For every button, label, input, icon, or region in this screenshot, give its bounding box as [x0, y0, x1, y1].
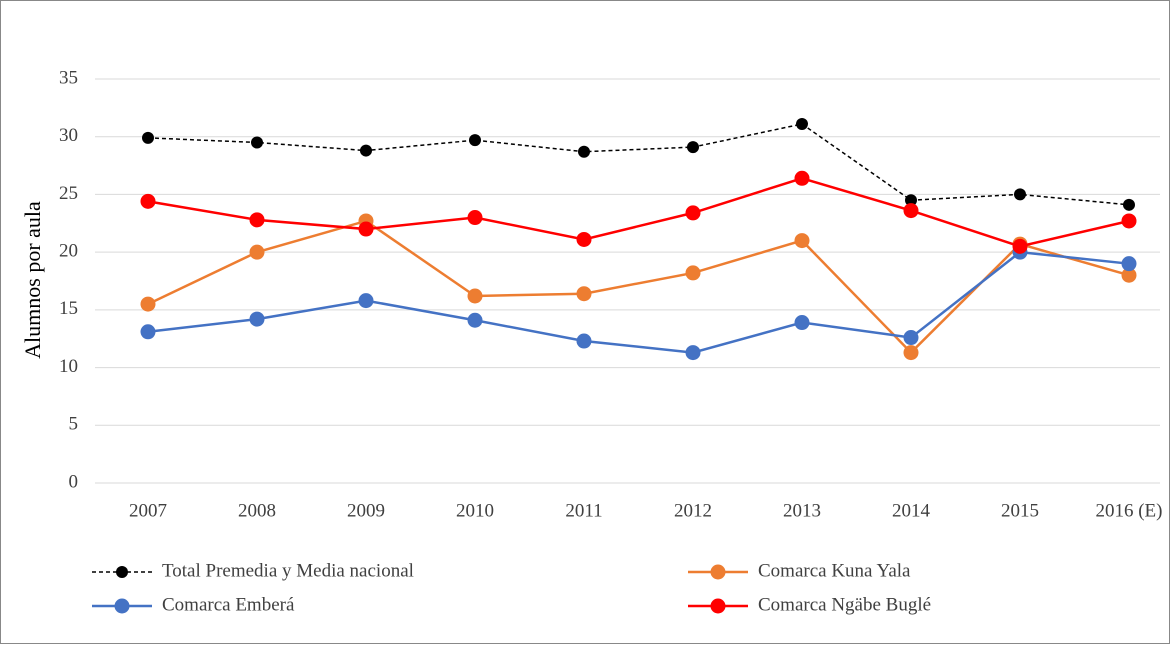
data-point — [1121, 213, 1137, 229]
x-tick-label: 2010 — [456, 500, 494, 521]
y-tick-label: 5 — [69, 414, 79, 435]
data-point — [685, 345, 701, 361]
x-tick-label: 2011 — [565, 500, 602, 521]
data-point — [467, 288, 483, 304]
legend-label: Comarca Ngäbe Buglé — [758, 594, 931, 615]
x-tick-label: 2012 — [674, 500, 712, 521]
legend-marker — [114, 598, 130, 614]
data-point — [140, 296, 156, 312]
data-point — [685, 205, 701, 221]
data-point — [578, 145, 590, 158]
y-tick-label: 0 — [69, 471, 79, 492]
data-point — [905, 194, 917, 207]
data-point — [1014, 188, 1026, 201]
series-line — [147, 250, 1130, 354]
data-point — [1123, 198, 1135, 211]
data-point — [251, 136, 263, 149]
data-point — [794, 170, 810, 186]
data-point — [796, 118, 808, 131]
data-point — [358, 293, 374, 309]
series-line — [147, 219, 1130, 355]
x-tick-label: 2013 — [783, 500, 821, 521]
data-point — [467, 312, 483, 328]
data-point — [1012, 238, 1028, 254]
data-point — [576, 286, 592, 302]
data-point — [576, 231, 592, 247]
data-point — [358, 221, 374, 237]
data-point — [140, 193, 156, 209]
y-tick-label: 30 — [59, 125, 78, 146]
data-point — [249, 212, 265, 228]
data-point — [685, 265, 701, 281]
data-point — [469, 134, 481, 147]
x-tick-label: 2007 — [129, 500, 167, 521]
data-point — [140, 324, 156, 340]
y-axis-label: Alumnos por aula — [20, 201, 45, 359]
x-tick-label: 2016 (E) — [1095, 500, 1162, 521]
legend-label: Comarca Kuna Yala — [758, 560, 911, 581]
data-point — [903, 345, 919, 361]
legend-label: Comarca Emberá — [162, 594, 295, 615]
legend-label: Total Premedia y Media nacional — [162, 560, 414, 581]
data-point — [249, 244, 265, 260]
y-tick-label: 15 — [59, 298, 78, 319]
data-point — [1121, 256, 1137, 272]
y-tick-label: 10 — [59, 356, 78, 377]
data-point — [903, 330, 919, 346]
data-point — [576, 333, 592, 349]
data-point — [249, 311, 265, 327]
data-point — [794, 233, 810, 249]
x-tick-label: 2015 — [1001, 500, 1039, 521]
data-point — [687, 141, 699, 154]
x-tick-label: 2008 — [238, 500, 276, 521]
data-point — [1121, 267, 1137, 283]
legend-marker — [116, 566, 128, 578]
data-point — [903, 203, 919, 219]
legend-marker — [710, 598, 726, 614]
series-line — [147, 176, 1130, 248]
data-point — [794, 315, 810, 331]
x-tick-label: 2009 — [347, 500, 385, 521]
data-point — [142, 131, 154, 144]
y-tick-label: 35 — [59, 67, 78, 88]
y-tick-label: 20 — [59, 241, 78, 262]
data-point — [360, 144, 372, 157]
x-tick-label: 2014 — [892, 500, 931, 521]
legend-marker — [710, 564, 726, 580]
y-tick-label: 25 — [59, 183, 78, 204]
data-point — [467, 210, 483, 226]
series-line — [147, 123, 1130, 206]
